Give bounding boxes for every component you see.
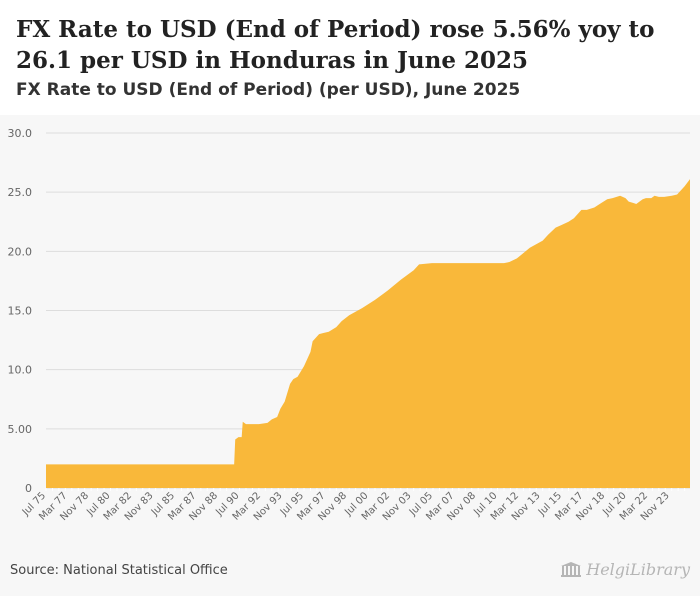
y-tick-label: 20.0 [8, 245, 33, 258]
source-note: Source: National Statistical Office [10, 563, 228, 578]
brand-name: HelgiLibrary [586, 560, 690, 579]
y-tick-label: 10.0 [8, 364, 33, 377]
y-tick-label: 15.0 [8, 305, 33, 318]
area-layer [46, 179, 690, 488]
header: FX Rate to USD (End of Period) rose 5.56… [0, 0, 700, 115]
y-tick-label: 30.0 [8, 127, 33, 140]
brand-logo: HelgiLibrary [560, 560, 690, 579]
y-tick-label: 25.0 [8, 186, 33, 199]
y-tick-label: 5.00 [8, 423, 33, 436]
fx-rate-area [46, 179, 690, 488]
chart-subtitle: FX Rate to USD (End of Period) (per USD)… [16, 80, 521, 100]
y-tick-label: 0 [25, 482, 32, 495]
page-title: FX Rate to USD (End of Period) rose 5.56… [16, 16, 655, 74]
library-columns-icon [561, 561, 582, 577]
